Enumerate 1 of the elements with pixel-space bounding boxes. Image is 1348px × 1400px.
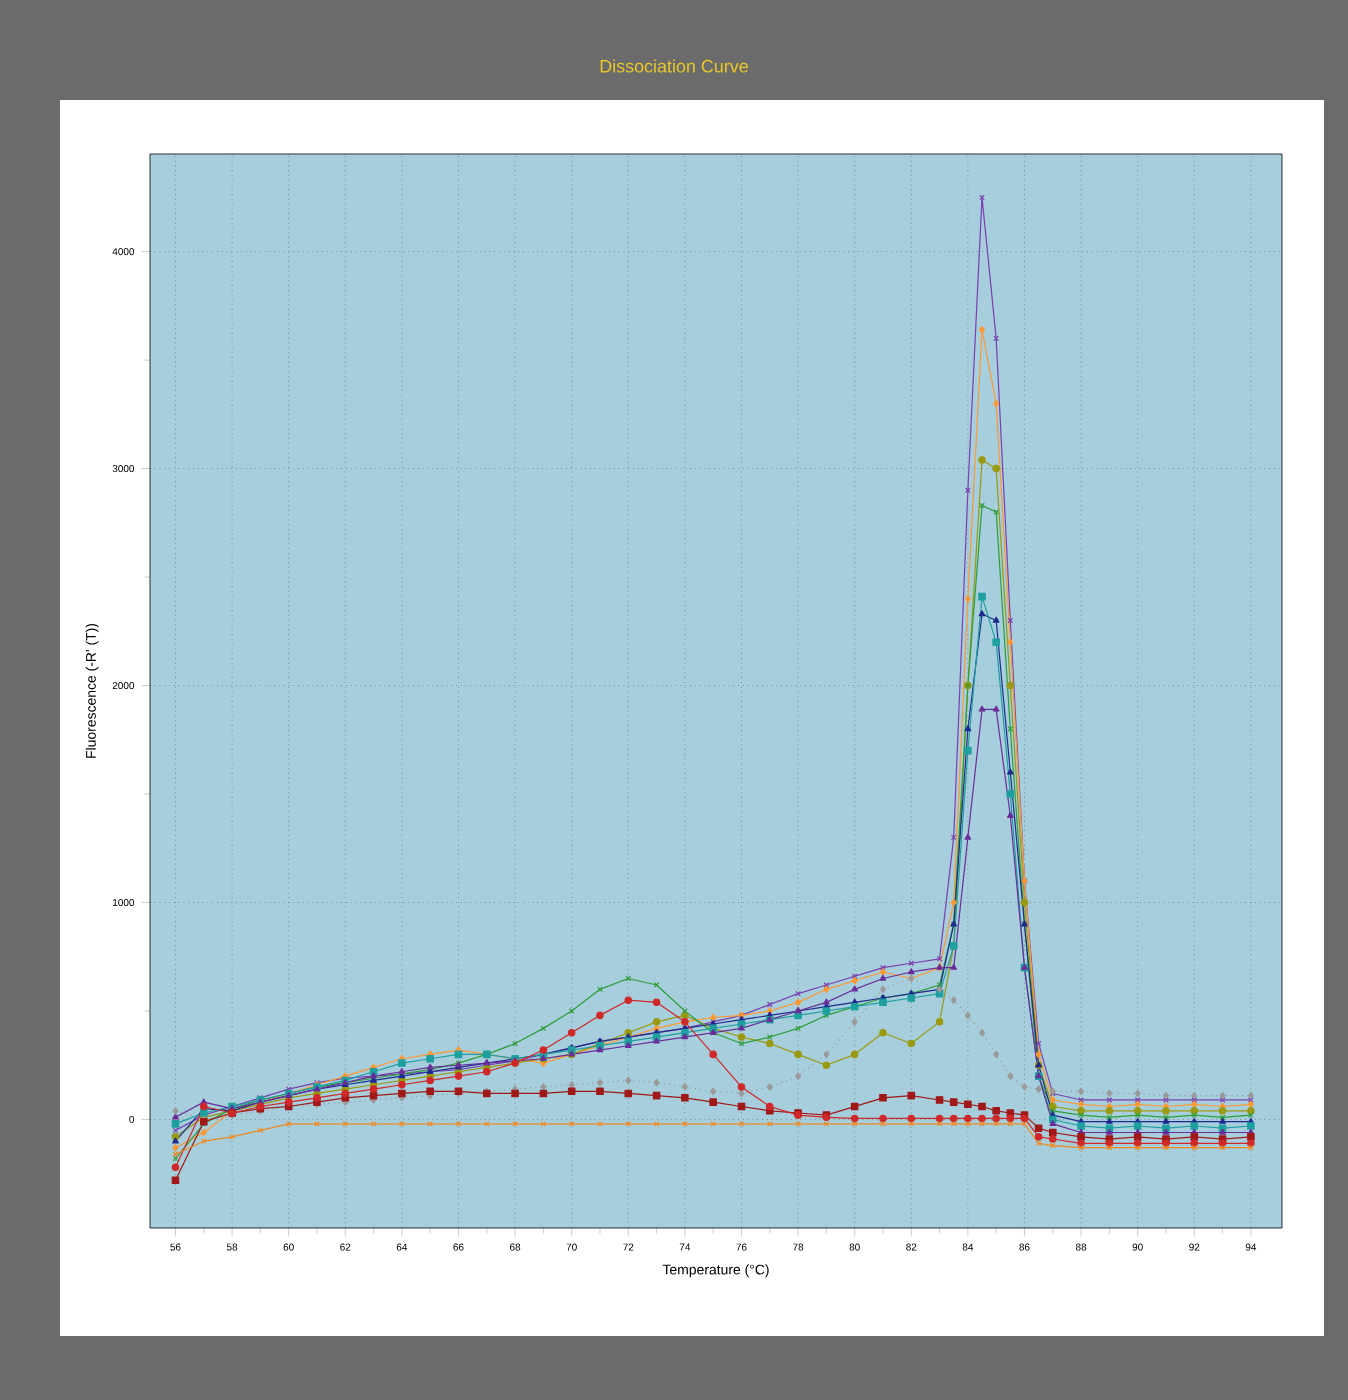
chart-title: Dissociation Curve [600,59,748,73]
